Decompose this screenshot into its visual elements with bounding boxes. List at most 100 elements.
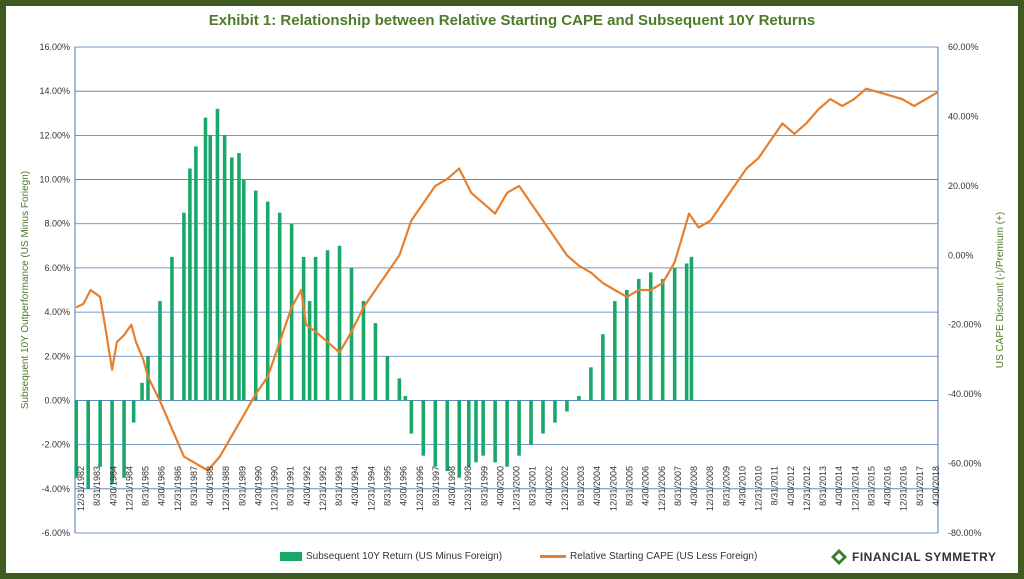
legend-swatch-line — [540, 555, 567, 558]
bar — [577, 396, 581, 401]
x-tick-label: 8/31/1999 — [479, 466, 489, 506]
y2-tick-label: -40.00% — [948, 389, 982, 399]
x-tick-label: 8/31/1987 — [189, 466, 199, 506]
bar — [74, 400, 78, 478]
brand-logo: Financial Symmetry — [830, 548, 996, 566]
y-tick-label: 16.00% — [39, 42, 70, 52]
x-tick-label: 4/30/2008 — [689, 466, 699, 506]
x-tick-label: 8/31/2013 — [818, 466, 828, 506]
x-tick-label: 12/31/2008 — [705, 466, 715, 511]
bar — [222, 135, 227, 401]
bar — [86, 400, 90, 489]
y-tick-label: -4.00% — [41, 484, 70, 494]
legend-item-line: Relative Starting CAPE (US Less Foreign) — [540, 551, 757, 562]
bar — [140, 382, 144, 401]
bar — [110, 400, 114, 485]
bar — [403, 396, 408, 401]
x-tick-label: 12/31/1998 — [463, 466, 473, 511]
x-tick-label: 8/31/1991 — [286, 466, 296, 506]
bar — [565, 400, 569, 412]
x-tick-label: 8/31/2009 — [721, 466, 731, 506]
x-tick-label: 4/30/1994 — [350, 466, 360, 506]
bar — [385, 356, 390, 401]
bar — [660, 278, 665, 401]
y2-tick-label: 0.00% — [948, 250, 974, 260]
bar — [409, 400, 414, 434]
y-axis-title: Subsequent 10Y Outperformance (US Minus … — [20, 171, 31, 409]
bar — [433, 400, 438, 467]
x-tick-label: 12/31/1994 — [366, 466, 376, 511]
x-tick-label: 12/31/1990 — [270, 466, 280, 511]
x-tick-label: 8/31/1995 — [383, 466, 393, 506]
bar — [237, 153, 241, 401]
brand-name: Financial Symmetry — [852, 550, 997, 564]
bar — [636, 278, 641, 401]
x-tick-label: 4/30/1990 — [253, 466, 263, 506]
bar — [467, 400, 471, 467]
bar — [517, 400, 521, 456]
y-tick-label: 4.00% — [44, 307, 70, 317]
x-tick-label: 8/31/1989 — [237, 466, 247, 506]
bar — [241, 179, 246, 401]
y2-tick-label: -60.00% — [948, 459, 982, 469]
x-tick-label: 4/30/2006 — [641, 466, 651, 506]
bar — [541, 400, 545, 434]
bar — [601, 334, 605, 401]
x-tick-label: 4/30/2014 — [834, 466, 844, 506]
bar — [253, 190, 258, 401]
bar — [553, 400, 557, 423]
y2-axis-title: US CAPE Discount (-)/Premium (+) — [995, 212, 1006, 368]
bar — [457, 400, 462, 478]
bar — [624, 290, 629, 401]
y-tick-label: 12.00% — [39, 130, 70, 140]
legend-label-bars: Subsequent 10Y Return (US Minus Foreign) — [306, 551, 503, 562]
x-tick-label: 12/31/1986 — [173, 466, 183, 511]
bar — [397, 378, 402, 401]
y2-tick-label: -20.00% — [948, 320, 982, 330]
x-tick-label: 4/30/1988 — [205, 466, 215, 506]
diamond-logo-icon — [831, 549, 847, 565]
x-tick-label: 12/31/2016 — [899, 466, 909, 511]
x-tick-label: 8/31/2005 — [624, 466, 634, 506]
y-tick-label: 6.00% — [44, 263, 70, 273]
bar — [307, 301, 312, 401]
bar — [325, 250, 330, 401]
x-tick-label: 12/31/2002 — [560, 466, 570, 511]
x-tick-label: 8/31/2007 — [673, 466, 683, 506]
bar — [313, 256, 318, 401]
bar — [445, 400, 450, 472]
y-tick-label: 0.00% — [44, 395, 70, 405]
x-tick-label: 4/30/2004 — [592, 466, 602, 506]
y-tick-label: -6.00% — [41, 528, 70, 538]
x-tick-label: 8/31/2003 — [576, 466, 586, 506]
bar — [529, 400, 533, 445]
x-tick-label: 4/30/1984 — [108, 466, 118, 506]
bar — [648, 272, 653, 401]
x-tick-label: 12/31/2010 — [754, 466, 764, 511]
x-tick-label: 12/31/1996 — [415, 466, 425, 511]
bar — [277, 212, 282, 401]
bar — [122, 400, 126, 478]
x-tick-label: 8/31/1985 — [141, 466, 151, 506]
x-tick-label: 4/30/1996 — [399, 466, 409, 506]
bar — [349, 267, 354, 401]
x-tick-label: 12/31/1988 — [221, 466, 231, 511]
bar — [337, 245, 342, 401]
legend-item-bars: Subsequent 10Y Return (US Minus Foreign) — [280, 551, 502, 562]
x-tick-label: 4/30/2002 — [544, 466, 554, 506]
cape-series-line — [75, 87, 939, 472]
y-tick-label: 10.00% — [39, 175, 70, 185]
bar — [301, 256, 306, 401]
x-tick-label: 4/30/1986 — [157, 466, 167, 506]
bar — [361, 301, 366, 401]
x-tick-label: 8/31/2017 — [915, 466, 925, 506]
bar — [672, 267, 677, 401]
bar — [289, 223, 294, 401]
bar — [230, 157, 234, 401]
x-tick-label: 4/30/2016 — [883, 466, 893, 506]
x-tick-label: 4/30/1992 — [302, 466, 312, 506]
bar — [613, 301, 617, 401]
x-tick-label: 12/31/2014 — [850, 466, 860, 511]
y2-tick-label: 40.00% — [948, 111, 979, 121]
